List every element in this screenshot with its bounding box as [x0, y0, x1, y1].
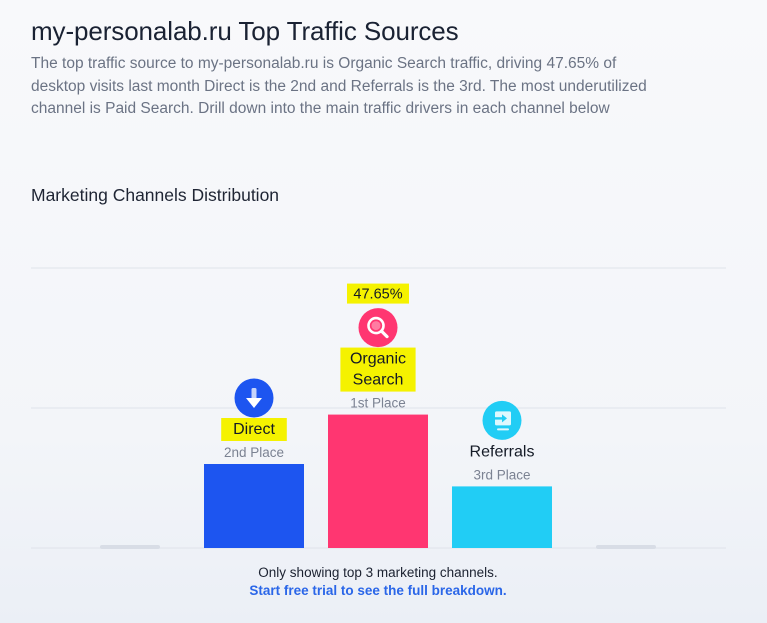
place-label-organic-search: 1st Place [350, 396, 406, 411]
channel-name-referrals: Referrals [470, 443, 535, 460]
channel-name-organic-search: Search [353, 372, 404, 389]
magnifier-handle [379, 329, 389, 339]
value-highlight-organic-search [347, 283, 409, 304]
arrow-head [246, 398, 262, 408]
magnifier-glass [371, 321, 381, 331]
placeholder-bar [100, 545, 160, 549]
magnifier-lens [367, 316, 385, 335]
value-label-organic-search: 47.65% [353, 287, 402, 303]
channel-name-organic-search: Organic [350, 351, 406, 368]
screen-stand [497, 428, 509, 431]
channel-name-direct: Direct [233, 421, 275, 438]
page-title: my-personalab.ru Top Traffic Sources [31, 16, 459, 46]
bar-organic-search[interactable] [328, 414, 428, 548]
chart-title: Marketing Channels Distribution [31, 185, 280, 205]
arrow-shaft [251, 388, 257, 399]
footer-note: Only showing top 3 marketing channels. [258, 565, 498, 580]
placeholder-bar [596, 545, 656, 549]
place-label-referrals: 3rd Place [473, 467, 530, 482]
place-label-direct: 2nd Place [224, 445, 284, 460]
start-trial-link[interactable]: Start free trial to see the full breakdo… [249, 583, 507, 598]
name-highlight-organic-search [340, 347, 416, 392]
bar-direct[interactable] [204, 464, 304, 548]
bar-referrals[interactable] [452, 486, 552, 548]
name-highlight-direct [221, 418, 287, 441]
screen-arrow-head [502, 414, 507, 423]
page-description: The top traffic source to my-personalab.… [31, 55, 647, 117]
